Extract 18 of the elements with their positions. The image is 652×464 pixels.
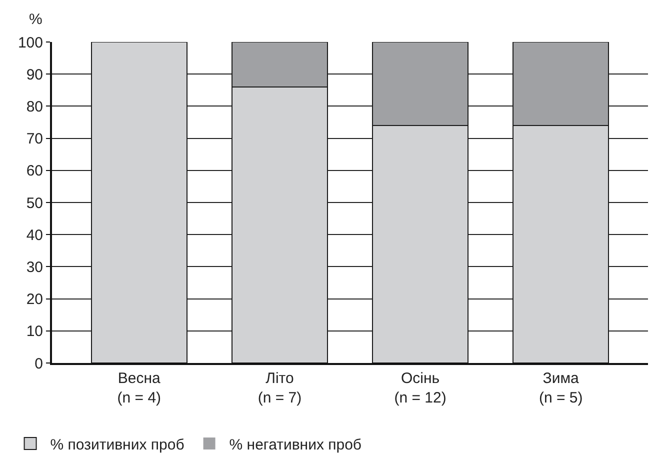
y-tick-label: 20 — [26, 291, 43, 308]
y-tick-label: 70 — [26, 130, 43, 148]
y-tick-label: 10 — [26, 323, 43, 340]
y-tick-label: 40 — [26, 226, 43, 244]
x-tick-label: Літо (n = 7) — [258, 370, 302, 406]
y-tick-label: 60 — [26, 162, 43, 180]
y-tick-label: 90 — [26, 66, 43, 84]
y-tick-label: 30 — [26, 258, 43, 276]
legend-label: % позитивних проб — [50, 436, 184, 454]
x-tick-label: Весна (n = 4) — [117, 370, 162, 406]
x-tick-label: Зима (n = 5) — [538, 370, 583, 406]
legend-label: % негативних проб — [229, 436, 362, 454]
x-tick-label: Осінь (n = 12) — [394, 370, 446, 406]
y-axis-title: % — [29, 11, 42, 28]
y-tick-label: 50 — [26, 194, 43, 212]
y-tick-label: 100 — [18, 34, 43, 52]
y-tick-label: 80 — [26, 98, 43, 116]
y-tick-label: 0 — [34, 355, 43, 372]
